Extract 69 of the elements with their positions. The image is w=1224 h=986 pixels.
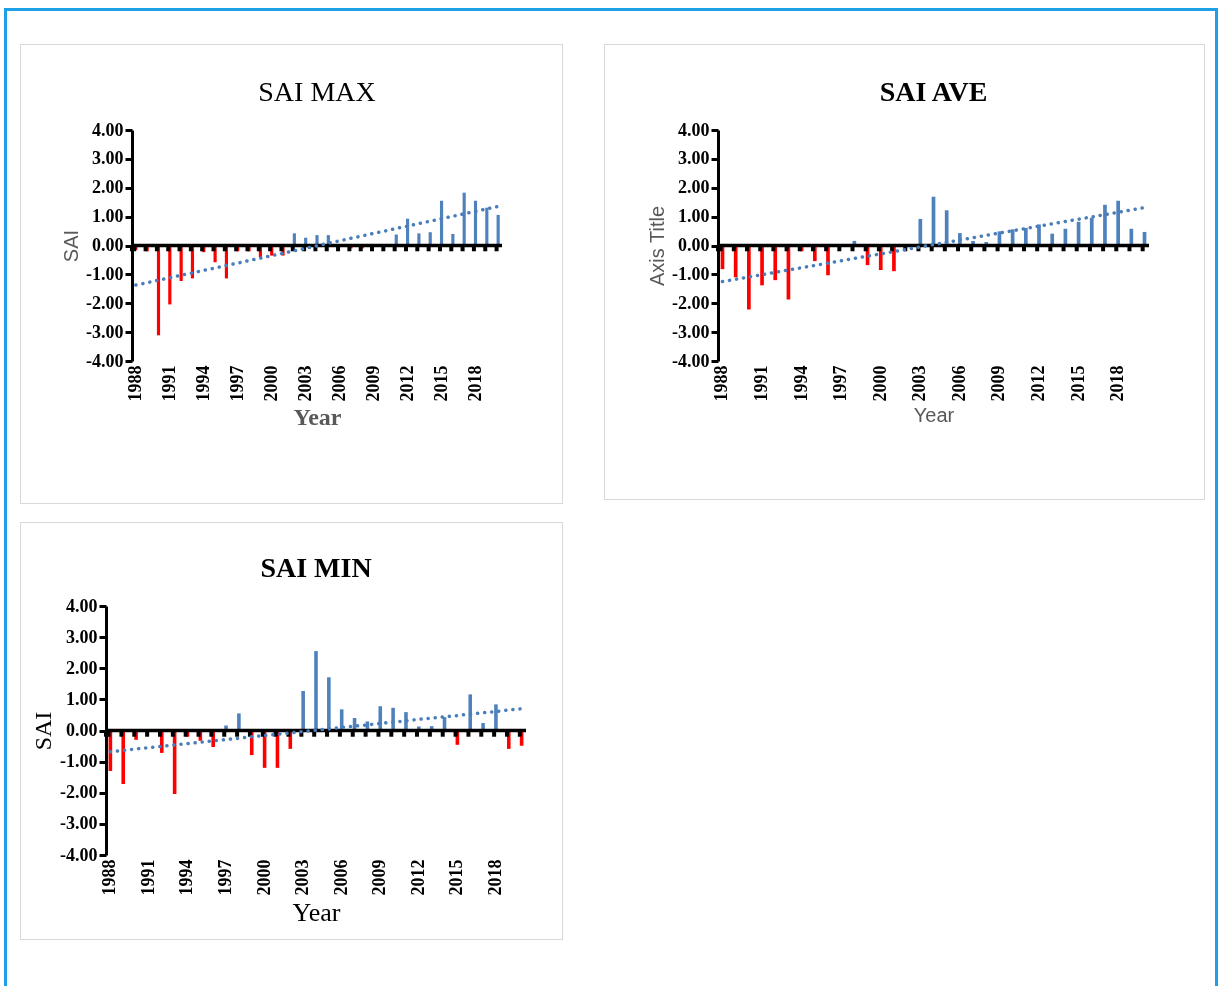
x-tick-label: 2003 bbox=[292, 859, 313, 896]
x-axis-title: Year bbox=[293, 403, 342, 430]
x-tick-label: 1991 bbox=[751, 365, 772, 402]
y-tick-label: 4.00 bbox=[66, 595, 98, 616]
x-tick-label: 2006 bbox=[330, 859, 351, 896]
chart-title: SAI AVE bbox=[879, 76, 988, 107]
x-tick-label: 1994 bbox=[176, 859, 197, 896]
x-tick-label: 2018 bbox=[464, 365, 485, 402]
x-tick-label: 2006 bbox=[948, 365, 969, 402]
y-tick-label: 3.00 bbox=[678, 148, 710, 169]
x-tick-label: 2015 bbox=[430, 365, 451, 402]
x-tick-label: 2018 bbox=[484, 859, 505, 896]
y-tick-label: -4.00 bbox=[60, 844, 98, 865]
y-axis-title: SAI bbox=[60, 229, 83, 263]
x-tick-label: 2012 bbox=[1028, 365, 1049, 402]
chart-title: SAI MIN bbox=[260, 552, 372, 583]
y-tick-label: -1.00 bbox=[60, 751, 98, 772]
y-tick-label: 2.00 bbox=[66, 657, 98, 678]
y-tick-label: 2.00 bbox=[678, 177, 710, 198]
y-tick-label: 0.00 bbox=[678, 235, 710, 255]
x-tick-label: 2009 bbox=[988, 365, 1009, 402]
x-tick-label: 2000 bbox=[869, 365, 890, 402]
x-tick-label: 2000 bbox=[260, 365, 281, 402]
x-tick-label: 2006 bbox=[328, 365, 349, 402]
y-tick-label: -4.00 bbox=[86, 350, 124, 371]
y-tick-label: -2.00 bbox=[86, 292, 124, 313]
y-tick-label: -2.00 bbox=[60, 782, 98, 803]
x-tick-label: 1997 bbox=[215, 859, 236, 896]
x-tick-label: 2000 bbox=[253, 859, 274, 896]
x-tick-label: 1991 bbox=[137, 859, 158, 896]
x-tick-label: 2015 bbox=[1067, 365, 1088, 402]
x-tick-label: 2018 bbox=[1107, 365, 1128, 402]
x-tick-label: 1988 bbox=[99, 859, 120, 896]
y-tick-label: 3.00 bbox=[66, 626, 98, 647]
x-tick-label: 2012 bbox=[407, 859, 428, 896]
x-tick-label: 2003 bbox=[909, 365, 930, 402]
x-axis-title: Year bbox=[292, 897, 341, 927]
y-tick-label: -1.00 bbox=[86, 263, 124, 284]
x-tick-label: 2009 bbox=[369, 859, 390, 896]
y-tick-label: -1.00 bbox=[672, 263, 710, 284]
y-tick-label: 0.00 bbox=[92, 235, 124, 255]
y-axis-title: Axis Title bbox=[646, 205, 669, 287]
y-tick-label: -4.00 bbox=[672, 350, 710, 371]
y-axis-title: SAI bbox=[30, 711, 57, 751]
x-tick-label: 1988 bbox=[711, 365, 732, 402]
x-tick-label: 2003 bbox=[294, 365, 315, 402]
x-tick-label: 2009 bbox=[362, 365, 383, 402]
x-tick-label: 2012 bbox=[396, 365, 417, 402]
y-tick-label: 1.00 bbox=[66, 688, 98, 709]
chart-title: SAI MAX bbox=[258, 76, 376, 107]
x-tick-label: 1991 bbox=[158, 365, 179, 402]
y-tick-label: 3.00 bbox=[92, 148, 124, 169]
y-tick-label: 0.00 bbox=[66, 720, 98, 740]
x-tick-label: 1994 bbox=[790, 365, 811, 402]
y-tick-label: 4.00 bbox=[92, 119, 124, 140]
x-tick-label: 1997 bbox=[830, 365, 851, 402]
y-tick-label: -2.00 bbox=[672, 292, 710, 313]
y-tick-label: 4.00 bbox=[678, 119, 710, 140]
x-tick-label: 1988 bbox=[124, 365, 145, 402]
y-tick-label: 1.00 bbox=[678, 206, 710, 227]
y-tick-label: 1.00 bbox=[92, 206, 124, 227]
y-tick-label: -3.00 bbox=[60, 813, 98, 834]
x-tick-label: 2015 bbox=[446, 859, 467, 896]
y-tick-label: -3.00 bbox=[86, 321, 124, 342]
y-tick-label: -3.00 bbox=[672, 321, 710, 342]
x-tick-label: 1997 bbox=[226, 365, 247, 402]
y-tick-label: 2.00 bbox=[92, 177, 124, 198]
x-tick-label: 1994 bbox=[192, 365, 213, 402]
x-axis-title: Year bbox=[913, 403, 955, 426]
